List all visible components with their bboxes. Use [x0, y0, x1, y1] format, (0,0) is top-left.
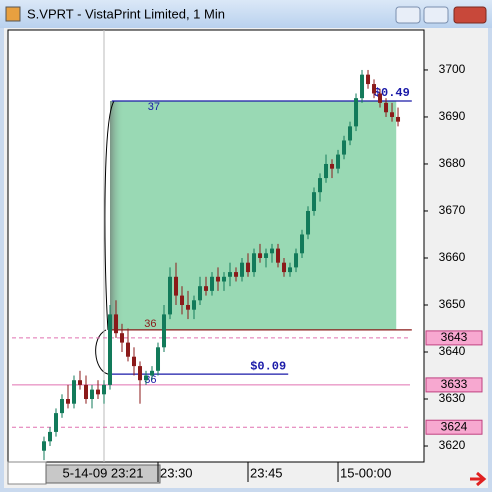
price-label-box: [425, 419, 483, 435]
candle-body: [300, 234, 305, 254]
candle-body: [216, 276, 221, 282]
candle-body: [96, 389, 101, 395]
x-tick-label: 23:45: [250, 465, 283, 480]
candle-body: [390, 112, 395, 117]
candle-body: [126, 342, 131, 357]
price-label: 3624: [441, 419, 468, 433]
level-label: 37: [148, 101, 160, 113]
candle-body: [180, 295, 185, 305]
candle-body: [282, 262, 287, 273]
candle-body: [168, 276, 173, 315]
candle-body: [78, 380, 83, 385]
candle-body: [228, 272, 233, 277]
price-label: 3643: [441, 330, 468, 344]
zone-bracket: [104, 100, 115, 330]
candle-body: [102, 384, 107, 395]
candle-body: [174, 276, 179, 296]
candle-body: [48, 431, 53, 442]
candle-body: [186, 304, 191, 310]
candle-body: [192, 300, 197, 310]
maximize-button[interactable]: [423, 6, 449, 24]
candle-body: [204, 286, 209, 291]
y-tick-label: 3640: [439, 344, 466, 358]
candle-body: [348, 126, 353, 141]
candle-body: [66, 399, 71, 404]
y-tick-label: 3670: [439, 203, 466, 217]
candle-body: [366, 74, 371, 85]
scroll-arrow[interactable]: [470, 471, 487, 487]
candle-body: [318, 178, 323, 193]
candle-body: [114, 314, 119, 334]
candle-body: [72, 380, 77, 404]
candle-body: [156, 347, 161, 371]
minimize-button[interactable]: [395, 6, 421, 24]
candle-body: [384, 102, 389, 113]
candle-body: [330, 163, 335, 169]
zone-shade: [110, 100, 125, 330]
candle-body: [120, 333, 125, 343]
candle-body: [342, 140, 347, 155]
candle-body: [198, 286, 203, 301]
candle-body: [234, 272, 239, 277]
level-label: 36: [144, 318, 156, 330]
candle-body: [258, 253, 263, 258]
corner-box: [7, 461, 47, 485]
y-tick-label: 3700: [439, 62, 466, 76]
y-tick-label: 3680: [439, 156, 466, 170]
candle-body: [222, 276, 227, 282]
level-price-label: $0.09: [250, 359, 286, 373]
candle-body: [336, 154, 341, 169]
candle-body: [210, 276, 215, 291]
candle-body: [372, 84, 377, 94]
candle-body: [144, 375, 149, 381]
candle-body: [288, 267, 293, 273]
candle-body: [90, 389, 95, 400]
window-title: S.VPRT - VistaPrint Limited, 1 Min: [27, 6, 225, 21]
candle-body: [264, 253, 269, 258]
candle-body: [42, 441, 47, 451]
x-tick-label: 15-00:00: [340, 465, 391, 480]
candle-body: [54, 413, 59, 432]
candle-body: [294, 253, 299, 268]
app-icon: [5, 6, 21, 22]
candle-body: [132, 356, 137, 367]
zone: [110, 100, 397, 330]
level-price-label: $0.49: [374, 86, 410, 100]
candle-body: [150, 370, 155, 376]
candle-body: [240, 262, 245, 277]
candle-body: [84, 384, 89, 400]
cursor-label-box: [45, 464, 161, 484]
candle-body: [306, 210, 311, 235]
price-label: 3633: [441, 377, 468, 391]
candle-body: [252, 253, 257, 273]
candle-body: [396, 116, 401, 122]
y-tick-label: 3630: [439, 391, 466, 405]
price-label-box: [425, 330, 483, 346]
candle-body: [60, 399, 65, 414]
close-button[interactable]: [453, 6, 487, 24]
candle-body: [354, 98, 359, 127]
candle-body: [312, 192, 317, 211]
y-tick-label: 3650: [439, 297, 466, 311]
x-tick-label: 23:30: [160, 465, 193, 480]
y-tick-label: 3620: [439, 438, 466, 452]
candle-body: [108, 314, 113, 385]
y-tick-label: 3660: [439, 250, 466, 264]
candle-body: [138, 366, 143, 381]
candle-body: [162, 314, 167, 348]
candle-body: [378, 93, 383, 103]
candle-body: [246, 262, 251, 273]
candle-body: [360, 74, 365, 99]
candle-body: [324, 163, 329, 179]
price-label-box: [425, 377, 483, 393]
y-tick-label: 3690: [439, 109, 466, 123]
candle-body: [270, 248, 275, 254]
cursor-label: 5-14-09 23:21: [63, 465, 144, 480]
candle-body: [276, 248, 281, 263]
